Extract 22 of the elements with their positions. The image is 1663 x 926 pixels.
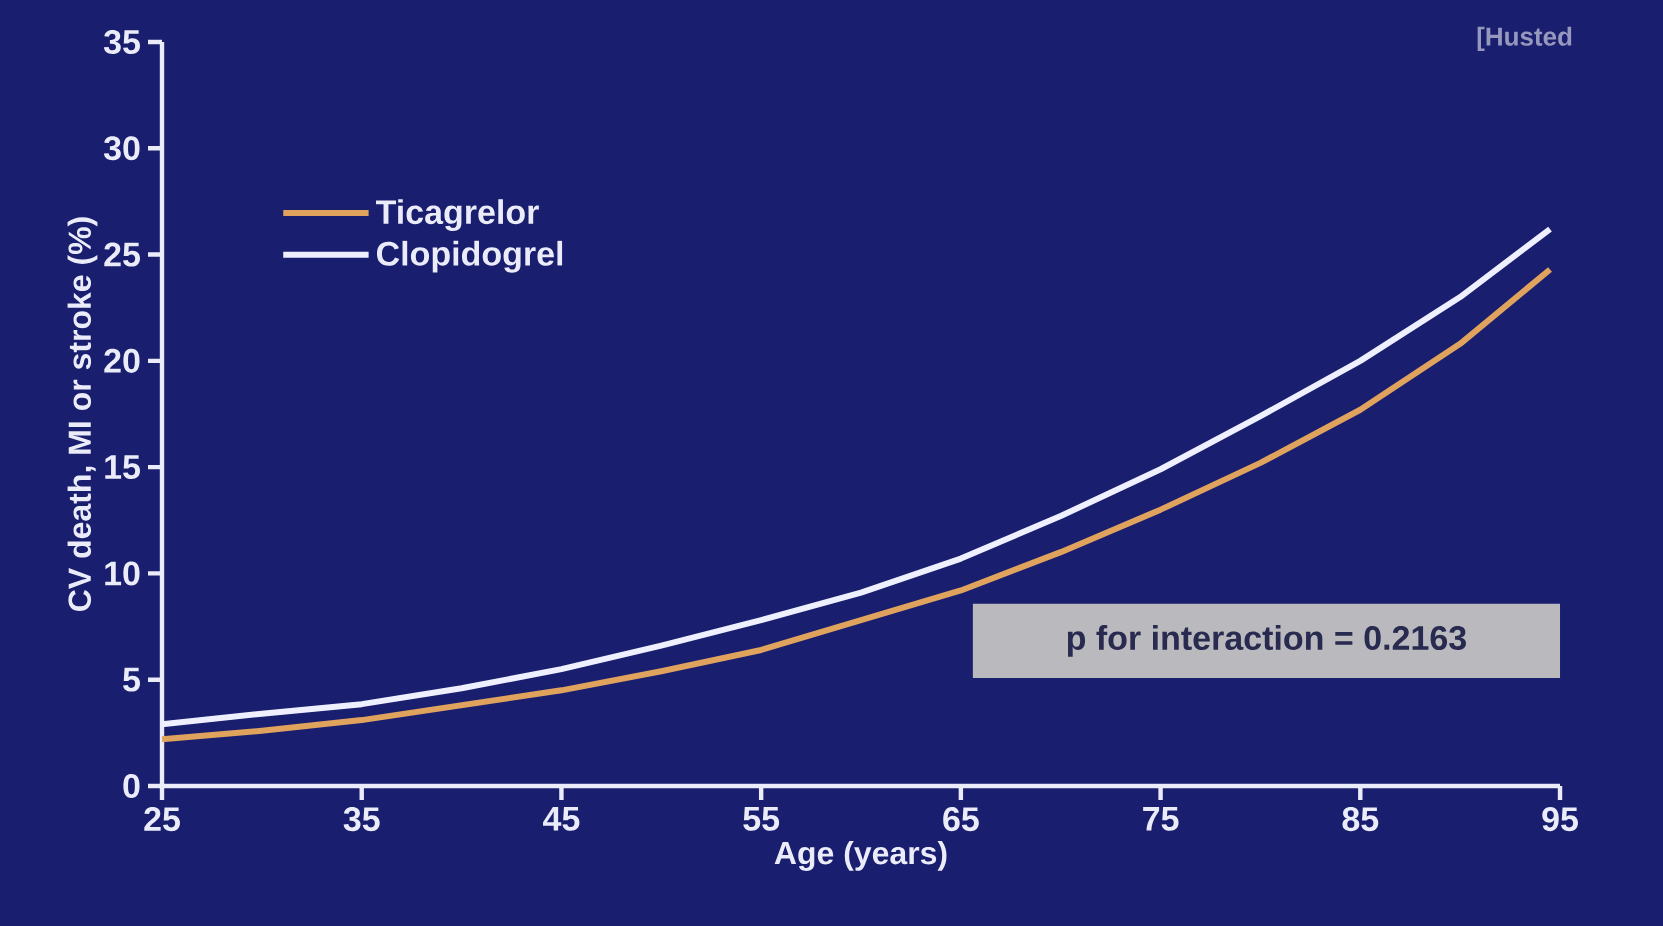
- y-axis-title: CV death, MI or stroke (%): [67, 217, 98, 611]
- legend-label: Clopidogrel: [376, 240, 563, 273]
- y-tick-label: 0: [123, 773, 140, 799]
- legend-label: Ticagrelor: [375, 199, 539, 232]
- annotation: [Husted: [1477, 26, 1572, 51]
- y-tick-label: 10: [105, 561, 140, 586]
- y-tick-label: 25: [104, 242, 140, 267]
- y-tick-label: 20: [104, 348, 140, 373]
- x-tick-label: 25: [144, 807, 180, 832]
- y-tick-label: 5: [123, 667, 140, 692]
- y-tick-label: 15: [105, 455, 140, 480]
- x-tick-label: 85: [1342, 807, 1379, 832]
- x-tick-label: 45: [543, 807, 580, 831]
- x-tick-label: 65: [943, 807, 979, 832]
- x-tick-label: 95: [1542, 807, 1578, 832]
- annotation: p for interaction = 0.2163: [1067, 625, 1466, 657]
- x-tick-label: 75: [1143, 807, 1179, 831]
- x-tick-label: 55: [743, 807, 780, 831]
- y-tick-label: 35: [103, 29, 140, 55]
- y-tick-label: 30: [103, 136, 140, 161]
- x-tick-label: 35: [343, 807, 380, 832]
- x-axis-title: Age (years): [774, 840, 947, 871]
